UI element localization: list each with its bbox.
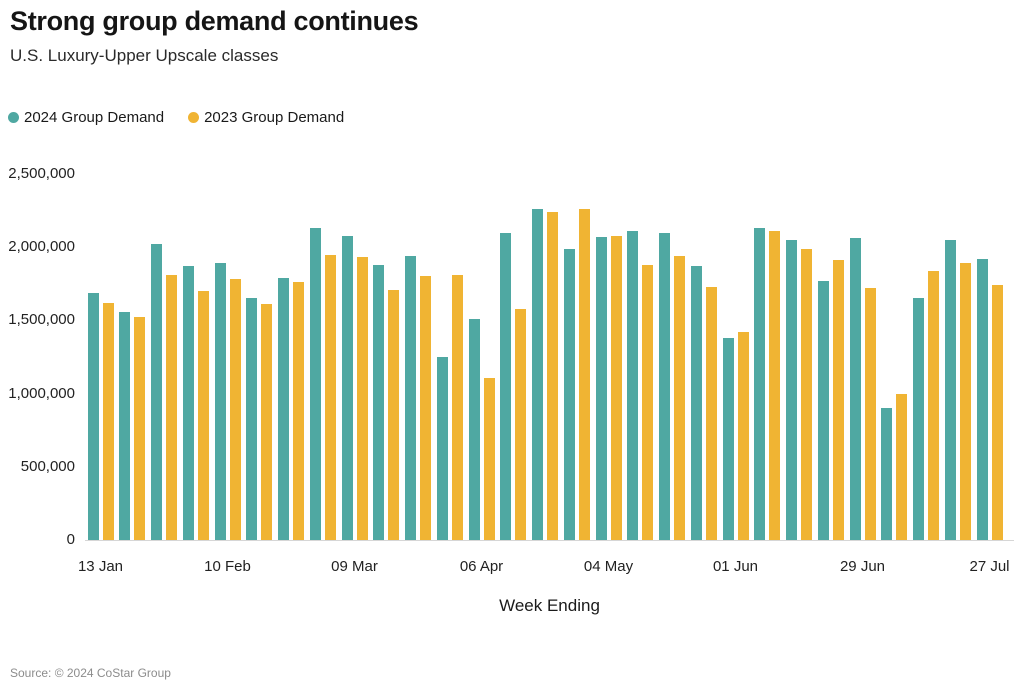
bar-2023-week-15 bbox=[547, 212, 558, 540]
bar-2024-week-12 bbox=[436, 357, 448, 540]
y-tick-label: 2,000,000 bbox=[8, 238, 75, 256]
bar-2024-week-3 bbox=[151, 244, 162, 540]
bar-2023-week-24 bbox=[832, 260, 844, 540]
bar-2024-week-14 bbox=[500, 232, 512, 540]
bar-2023-week-17 bbox=[610, 235, 622, 540]
bar-2024-week-18 bbox=[627, 231, 639, 540]
legend-item-2023: 2023 Group Demand bbox=[188, 109, 344, 126]
bar-2023-week-3 bbox=[166, 275, 177, 540]
bar-2024-week-21 bbox=[722, 337, 734, 540]
bar-2024-week-29 bbox=[976, 258, 988, 540]
bar-2023-week-4 bbox=[197, 291, 209, 540]
source-attribution: Source: © 2024 CoStar Group bbox=[10, 666, 171, 680]
bar-2023-week-29 bbox=[991, 285, 1003, 540]
legend-label-2023: 2023 Group Demand bbox=[204, 109, 345, 126]
bar-2024-week-19 bbox=[659, 232, 670, 540]
bar-2023-week-8 bbox=[324, 254, 336, 540]
bar-2024-week-9 bbox=[341, 235, 353, 540]
bar-2023-week-25 bbox=[864, 288, 876, 540]
bar-2023-week-16 bbox=[578, 209, 590, 540]
chart-title: Strong group demand continues bbox=[10, 6, 419, 36]
x-tick-label: 01 Jun bbox=[712, 558, 759, 575]
y-tick-label: 1,000,000 bbox=[8, 384, 75, 402]
bar-2024-week-16 bbox=[563, 248, 575, 540]
chart-subtitle: U.S. Luxury-Upper Upscale classes bbox=[10, 46, 279, 65]
bar-2023-week-22 bbox=[769, 231, 781, 540]
bar-2024-week-13 bbox=[468, 318, 480, 540]
bar-2023-week-10 bbox=[388, 289, 400, 540]
bar-2024-week-6 bbox=[246, 298, 258, 540]
bar-2023-week-27 bbox=[928, 270, 939, 540]
x-tick-label: 10 Feb bbox=[204, 558, 251, 575]
bar-2024-week-7 bbox=[278, 277, 289, 540]
x-tick-label: 27 Jul bbox=[969, 558, 1010, 575]
bar-2023-week-19 bbox=[674, 255, 685, 540]
bar-2024-week-23 bbox=[786, 239, 797, 540]
bar-2024-week-24 bbox=[817, 280, 829, 540]
y-tick-label: 500,000 bbox=[20, 457, 75, 475]
bar-2024-week-8 bbox=[309, 228, 321, 540]
bar-2024-week-22 bbox=[754, 228, 766, 540]
bar-2023-week-1 bbox=[102, 302, 114, 540]
y-tick-label: 1,500,000 bbox=[8, 311, 75, 329]
x-tick-label: 06 Apr bbox=[459, 558, 504, 575]
bar-2023-week-12 bbox=[451, 275, 463, 540]
bar-2023-week-13 bbox=[483, 377, 495, 540]
bar-2023-week-20 bbox=[705, 286, 717, 540]
y-tick-label: 0 bbox=[66, 531, 75, 548]
plot-area bbox=[85, 174, 1014, 541]
bar-2023-week-23 bbox=[801, 248, 812, 540]
bar-2023-week-9 bbox=[356, 257, 368, 540]
legend-dot-2024-icon bbox=[8, 112, 19, 123]
y-tick-label: 2,500,000 bbox=[8, 165, 75, 182]
bar-2023-week-7 bbox=[293, 282, 304, 540]
bar-2024-week-4 bbox=[182, 266, 194, 540]
x-tick-label: 13 Jan bbox=[77, 558, 124, 575]
legend-label-2024: 2024 Group Demand bbox=[24, 109, 165, 126]
x-tick-label: 04 May bbox=[583, 558, 634, 575]
bar-2024-week-20 bbox=[690, 266, 702, 540]
bar-2023-week-14 bbox=[515, 308, 527, 540]
bar-2023-week-21 bbox=[737, 332, 749, 540]
bar-2024-week-5 bbox=[214, 263, 226, 540]
bar-2023-week-28 bbox=[959, 263, 971, 540]
bar-2023-week-6 bbox=[261, 304, 273, 540]
bar-2023-week-26 bbox=[896, 393, 908, 540]
bar-2024-week-17 bbox=[595, 236, 607, 540]
bar-2023-week-2 bbox=[134, 317, 146, 540]
bar-2024-week-25 bbox=[849, 238, 861, 540]
bar-2024-week-1 bbox=[87, 292, 99, 540]
legend-item-2024: 2024 Group Demand bbox=[8, 109, 164, 126]
bar-2023-week-11 bbox=[420, 276, 431, 540]
x-tick-label: 29 Jun bbox=[839, 558, 886, 575]
bar-2023-week-5 bbox=[229, 279, 241, 540]
bar-2024-week-2 bbox=[119, 311, 131, 540]
bar-2024-week-27 bbox=[913, 298, 924, 540]
bar-2024-week-28 bbox=[944, 239, 956, 540]
bar-2024-week-15 bbox=[532, 209, 543, 540]
bar-2024-week-11 bbox=[405, 255, 416, 540]
x-axis-title: Week Ending bbox=[499, 596, 600, 615]
bar-2024-week-10 bbox=[373, 264, 385, 540]
x-tick-label: 09 Mar bbox=[331, 558, 378, 575]
bar-2023-week-18 bbox=[642, 264, 654, 540]
legend: 2024 Group Demand 2023 Group Demand bbox=[8, 109, 344, 126]
legend-dot-2023-icon bbox=[188, 112, 200, 123]
bar-2024-week-26 bbox=[881, 408, 893, 540]
